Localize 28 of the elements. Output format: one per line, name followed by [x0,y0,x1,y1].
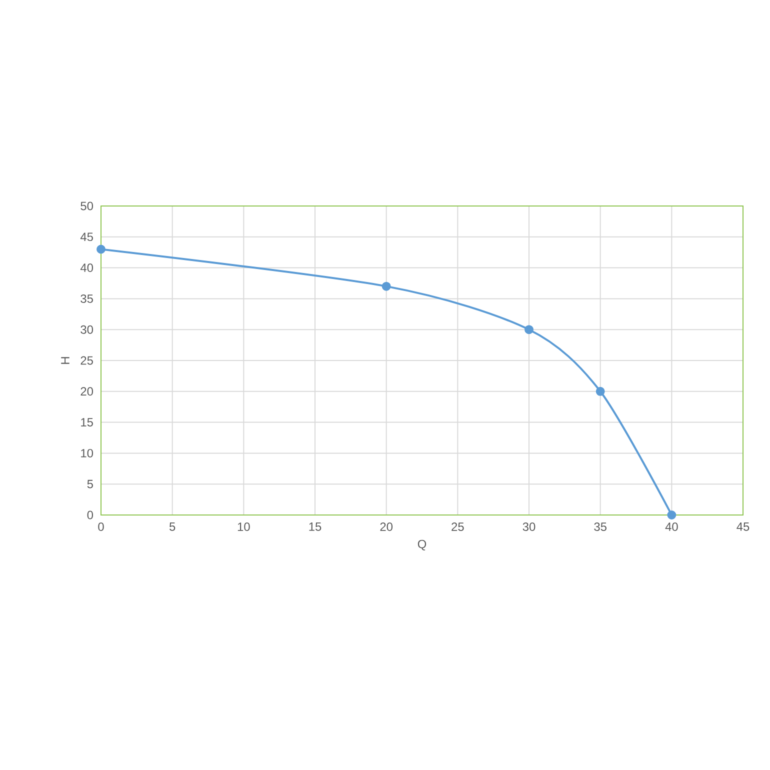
y-tick-label: 35 [80,294,93,303]
x-tick-label: 40 [665,522,678,531]
y-tick-label: 5 [87,480,93,488]
point [96,244,106,254]
x-tick-label: 35 [594,522,606,531]
y-tick-label: 45 [80,232,93,242]
x-tick-label: 10 [238,522,250,531]
y-tick-label: 15 [81,418,93,426]
x-tick-label: 15 [309,522,322,531]
x-tick-label: 25 [452,522,464,531]
y-tick-label: 50 [80,202,94,210]
y-tick-label: 30 [80,325,94,334]
point [667,510,676,520]
x-tick-label: 0 [98,522,104,531]
point [524,325,534,334]
x-tick-label: 5 [169,522,176,531]
x-tick-label: 30 [522,522,536,531]
x-axis-title: Q [418,540,426,550]
y-axis-title: H [61,357,70,364]
y-tick-label: 10 [81,448,94,458]
y-tick-label: 25 [80,356,93,365]
point [382,282,391,291]
x-tick-label: 20 [380,522,393,531]
y-tick-label: 20 [80,387,94,396]
y-tick-label: 40 [80,264,94,272]
y-tick-label: 0 [87,510,94,520]
point [596,386,605,396]
x-tick-label: 45 [736,522,750,531]
